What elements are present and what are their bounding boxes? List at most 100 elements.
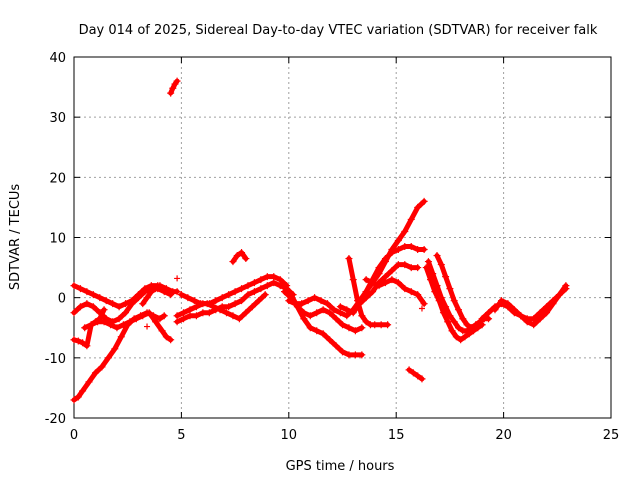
- data-point: [427, 276, 435, 284]
- data-point: [281, 288, 289, 296]
- data-point: [401, 261, 409, 269]
- data-point: [311, 294, 319, 302]
- data-point: [461, 333, 469, 341]
- data-point: [485, 309, 493, 317]
- x-tick-label: 15: [388, 428, 405, 443]
- data-point: [517, 312, 525, 320]
- data-point: [422, 264, 430, 272]
- data-point: [414, 203, 422, 211]
- data-point: [439, 309, 447, 317]
- data-point: [504, 300, 512, 308]
- series-trace: [406, 367, 425, 382]
- data-point: [79, 339, 87, 347]
- data-point: [231, 300, 239, 308]
- data-point: [233, 252, 241, 260]
- data-point: [152, 285, 160, 293]
- series-arc-m: [281, 288, 366, 335]
- data-point: [332, 315, 340, 323]
- data-point: [76, 303, 84, 311]
- data-point: [263, 273, 271, 281]
- data-point: [87, 321, 95, 329]
- chart-title: Day 014 of 2025, Sidereal Day-to-day VTE…: [79, 23, 598, 38]
- x-tick-label: 25: [603, 428, 620, 443]
- data-point: [358, 312, 366, 320]
- data-point: [81, 324, 89, 332]
- grid-lines: [74, 57, 611, 418]
- data-point: [549, 300, 557, 308]
- data-point: [369, 288, 377, 296]
- data-point: [304, 297, 312, 305]
- y-tick-label: -20: [45, 412, 66, 427]
- data-point: [555, 291, 563, 299]
- data-point: [141, 285, 149, 293]
- data-point: [530, 321, 538, 329]
- data-point: [70, 282, 78, 290]
- data-point: [377, 321, 385, 329]
- data-point: [424, 258, 432, 266]
- data-point: [326, 309, 334, 317]
- data-point: [270, 273, 278, 281]
- data-point: [345, 351, 353, 359]
- data-point: [349, 276, 357, 284]
- series-arc-k: [229, 249, 250, 266]
- data-point: [169, 84, 177, 92]
- data-point: [381, 279, 389, 287]
- series-arc-e: [81, 309, 175, 344]
- series-trace: [363, 277, 427, 307]
- data-point: [332, 342, 340, 350]
- data-point: [485, 315, 493, 323]
- data-point: [444, 318, 452, 326]
- data-points: [70, 77, 570, 404]
- data-point: [83, 342, 91, 350]
- data-point: [238, 249, 246, 257]
- data-point: [156, 315, 164, 323]
- data-point: [463, 321, 471, 329]
- data-point: [300, 309, 308, 317]
- data-point: [248, 303, 256, 311]
- data-point: [394, 261, 402, 269]
- data-point: [478, 321, 486, 329]
- data-point: [244, 282, 252, 290]
- data-point: [96, 309, 104, 317]
- data-point: [115, 303, 123, 311]
- data-point: [285, 297, 293, 305]
- data-point: [205, 309, 213, 317]
- data-point: [394, 279, 402, 287]
- data-point: [431, 288, 439, 296]
- data-point: [229, 258, 237, 266]
- data-point: [167, 89, 175, 97]
- data-point: [401, 227, 409, 235]
- data-point: [147, 282, 155, 290]
- data-point: [420, 246, 428, 254]
- data-point: [450, 297, 458, 305]
- data-point: [388, 249, 396, 257]
- data-point: [76, 285, 84, 293]
- data-point: [407, 215, 415, 223]
- data-point: [510, 306, 518, 314]
- data-point: [420, 197, 428, 205]
- series-arc-t: [424, 258, 493, 335]
- data-point: [119, 321, 127, 329]
- data-point: [70, 309, 78, 317]
- data-point: [231, 288, 239, 296]
- data-point: [139, 312, 147, 320]
- data-point: [536, 315, 544, 323]
- data-point: [160, 312, 168, 320]
- data-point: [336, 303, 344, 311]
- data-point: [405, 366, 413, 374]
- data-point: [109, 300, 117, 308]
- data-point: [459, 315, 467, 323]
- data-point: [446, 285, 454, 293]
- series-arc-o: [345, 255, 392, 329]
- data-point: [435, 297, 443, 305]
- data-point: [523, 318, 531, 326]
- data-point: [454, 324, 462, 332]
- data-point: [319, 306, 327, 314]
- data-point: [450, 318, 458, 326]
- data-point: [94, 318, 102, 326]
- data-point: [104, 354, 112, 362]
- data-point: [139, 300, 147, 308]
- x-tick-label: 5: [177, 428, 185, 443]
- data-point: [113, 324, 121, 332]
- series-arc-j: [177, 291, 269, 323]
